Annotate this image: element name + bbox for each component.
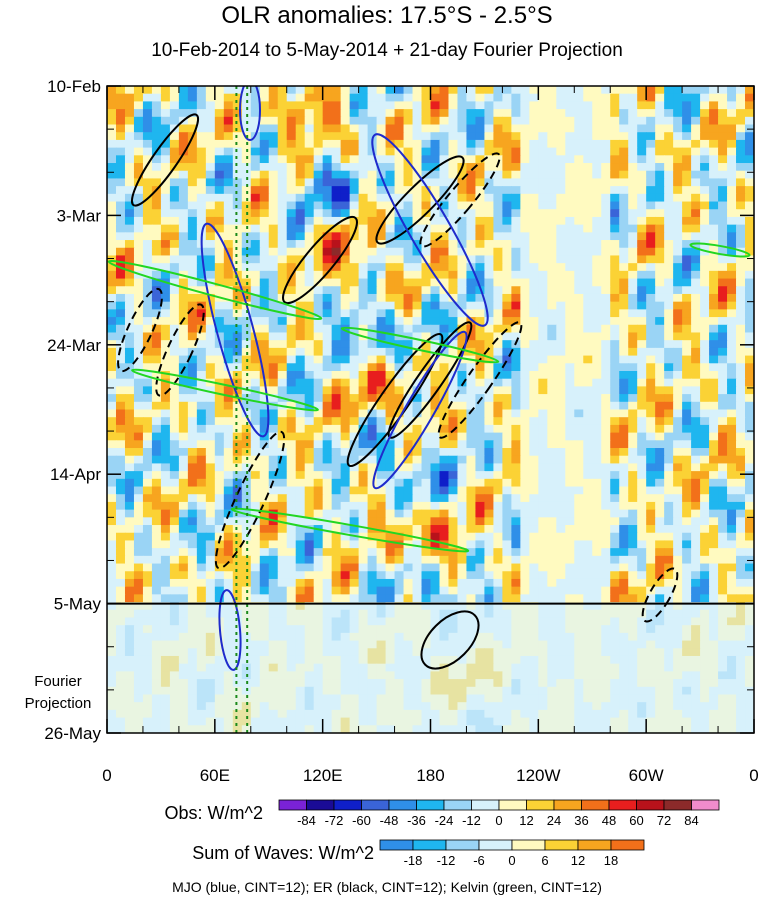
colorbar-level: 60 xyxy=(629,813,643,828)
kelvin-contour xyxy=(107,259,323,321)
colorbar-swatch xyxy=(691,799,720,811)
colorbar-level: -18 xyxy=(404,853,423,868)
colorbar-level: 18 xyxy=(604,853,618,868)
colorbar-swatch xyxy=(388,799,417,811)
colorbar-level: -60 xyxy=(352,813,371,828)
colorbar-title: Obs: W/m^2 xyxy=(165,803,263,823)
mjo-contour xyxy=(200,222,270,438)
colorbar-swatch xyxy=(443,799,472,811)
colorbar-level: 0 xyxy=(495,813,502,828)
er-contour xyxy=(117,287,163,373)
colorbar-swatch xyxy=(511,839,546,851)
kelvin-contour xyxy=(230,507,470,553)
colorbar-swatch xyxy=(278,799,307,811)
kelvin-contour xyxy=(340,326,500,364)
projection-label: Fourier Projection xyxy=(25,673,92,712)
er-contour xyxy=(130,113,200,207)
x-tick-label: 60E xyxy=(200,766,230,785)
kelvin-contour xyxy=(689,242,751,258)
mjo-contour xyxy=(371,133,489,327)
obs-colorbar: Obs: W/m^2 -84 -72 -60 -48 -36 -24 -12 0 12 24 36 48… xyxy=(165,799,720,828)
projection-label-line: Fourier xyxy=(34,673,82,690)
colorbar-swatch xyxy=(636,799,665,811)
colorbar-swatch xyxy=(498,799,527,811)
colorbar-level: 0 xyxy=(508,853,515,868)
colorbar-level: 12 xyxy=(571,853,585,868)
colorbar-swatch xyxy=(544,839,579,851)
colorbar-level: 84 xyxy=(684,813,698,828)
x-tick-label: 120E xyxy=(303,766,343,785)
er-contour xyxy=(155,303,205,397)
y-tick-label: 24-Mar xyxy=(47,336,101,355)
er-contour xyxy=(375,155,465,245)
colorbar-level: 12 xyxy=(519,813,533,828)
colorbar-swatch xyxy=(416,799,445,811)
colorbar-level: -6 xyxy=(473,853,485,868)
colorbar-swatch xyxy=(361,799,390,811)
colorbar-level: -24 xyxy=(435,813,454,828)
colorbar-swatch xyxy=(333,799,362,811)
colorbar-swatch xyxy=(478,839,513,851)
colorbar-swatch xyxy=(306,799,335,811)
x-tick-label: 0 xyxy=(102,766,111,785)
x-tick-label: 120W xyxy=(516,766,560,785)
y-tick-label: 14-Apr xyxy=(50,465,101,484)
er-contour xyxy=(420,610,480,670)
colorbar-swatch xyxy=(553,799,582,811)
colorbar-swatch xyxy=(412,839,447,851)
er-contour xyxy=(437,321,523,439)
colorbar-level: 36 xyxy=(574,813,588,828)
colorbar-level: -84 xyxy=(297,813,316,828)
colorbar-level: 6 xyxy=(541,853,548,868)
x-tick-label: 0 xyxy=(749,766,758,785)
colorbar-swatch xyxy=(608,799,637,811)
footer-note: MJO (blue, CINT=12); ER (black, CINT=12)… xyxy=(172,879,602,895)
colorbar-level: 48 xyxy=(602,813,616,828)
er-contour xyxy=(282,215,358,305)
colorbar-swatch xyxy=(663,799,692,811)
y-tick-label: 5-May xyxy=(54,595,102,614)
er-contour xyxy=(419,152,501,248)
olr-anomaly-field xyxy=(107,86,754,733)
y-axis: 10-Feb 3-Mar 24-Mar 14-Apr 5-May 26-May xyxy=(44,77,754,743)
y-tick-label: 10-Feb xyxy=(47,77,101,96)
er-contour xyxy=(346,332,444,468)
x-tick-label: 60W xyxy=(629,766,664,785)
colorbar-swatch xyxy=(610,839,645,851)
colorbar-swatch xyxy=(445,839,480,851)
colorbar-level: 24 xyxy=(547,813,561,828)
y-tick-label: 26-May xyxy=(44,724,101,743)
colorbar-level: 72 xyxy=(657,813,671,828)
x-axis: 0 60E 120E 180 120W 60W 0 xyxy=(102,86,759,785)
colorbar-swatch xyxy=(577,839,612,851)
colorbar-level: -36 xyxy=(407,813,426,828)
projection-label-line: Projection xyxy=(25,695,92,712)
mjo-contour xyxy=(372,330,468,490)
colorbar-swatch xyxy=(581,799,610,811)
colorbar-swatch xyxy=(471,799,500,811)
colorbar-level: -12 xyxy=(462,813,481,828)
colorbar-swatch xyxy=(526,799,555,811)
er-contour xyxy=(641,567,679,623)
y-tick-label: 3-Mar xyxy=(57,206,102,225)
colorbar-title: Sum of Waves: W/m^2 xyxy=(192,843,374,863)
colorbar-level: -72 xyxy=(325,813,344,828)
colorbar-swatch xyxy=(379,839,414,851)
mjo-contour xyxy=(218,589,242,671)
colorbar-level: -48 xyxy=(380,813,399,828)
kelvin-contour xyxy=(131,368,319,412)
wave-contours xyxy=(107,86,751,733)
colorbar-level: -12 xyxy=(437,853,456,868)
waves-colorbar: Sum of Waves: W/m^2 -18 -12 -6 0 6 12 18 xyxy=(192,839,645,868)
mjo-contour xyxy=(239,86,261,141)
x-tick-label: 180 xyxy=(416,766,444,785)
chart-title: OLR anomalies: 17.5°S - 2.5°S xyxy=(221,2,553,29)
chart-subtitle: 10-Feb-2014 to 5-May-2014 + 21-day Fouri… xyxy=(151,40,623,61)
